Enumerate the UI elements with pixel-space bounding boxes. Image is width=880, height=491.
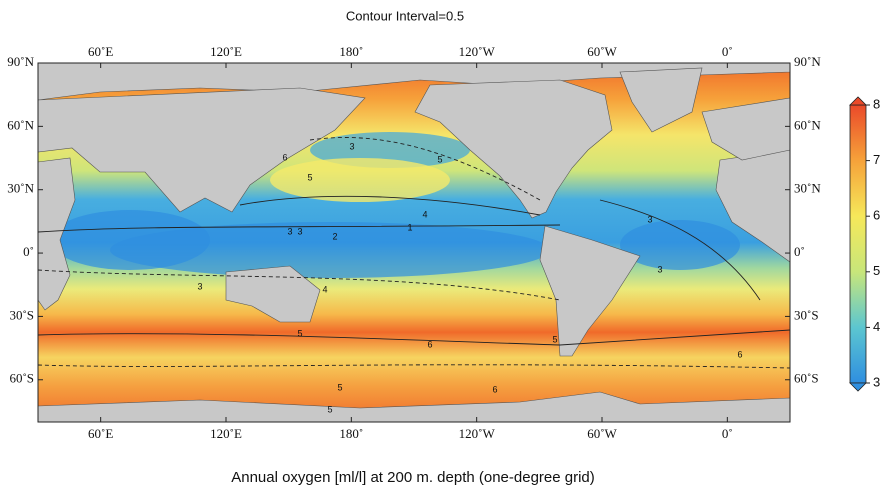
contour-label: 1 xyxy=(407,222,412,232)
lat-label: 30˚S xyxy=(9,307,34,322)
contour-line xyxy=(37,224,561,233)
contour-label: 6 xyxy=(427,339,432,349)
contour-line xyxy=(37,329,791,346)
colorbar-tick-label: 7 xyxy=(873,152,880,167)
lat-label: 30˚N xyxy=(7,181,34,196)
lat-label: 90˚N xyxy=(794,54,821,69)
map-frame xyxy=(37,62,791,423)
lon-label: 60˚E xyxy=(88,426,113,441)
colorbar-tick-label: 3 xyxy=(873,374,880,389)
land xyxy=(225,265,321,323)
contour-line xyxy=(37,364,791,369)
low-oxygen-zone xyxy=(50,210,210,270)
lon-label: 120˚E xyxy=(210,44,242,59)
lat-label: 60˚S xyxy=(794,371,819,386)
colorbar-tick-label: 4 xyxy=(873,319,880,334)
land xyxy=(701,97,791,161)
contour-label: 5 xyxy=(327,404,332,414)
title: Contour Interval=0.5 xyxy=(346,8,464,23)
lat-label: 60˚N xyxy=(794,117,821,132)
contour-label: 4 xyxy=(422,209,427,219)
lon-label: 120˚W xyxy=(459,44,496,59)
lat-label: 60˚S xyxy=(9,371,34,386)
contour-label: 3 xyxy=(647,214,652,224)
land xyxy=(37,87,366,213)
lat-label: 0˚ xyxy=(794,244,805,259)
contour-label: 5 xyxy=(297,328,302,338)
contour-label: 6 xyxy=(492,384,497,394)
caption: Annual oxygen [ml/l] at 200 m. depth (on… xyxy=(231,469,595,486)
lat-label: 60˚N xyxy=(7,117,34,132)
contour-label: 3 xyxy=(287,226,292,236)
land xyxy=(619,67,703,133)
contour-line xyxy=(309,137,541,201)
land xyxy=(37,157,76,311)
lon-label: 120˚W xyxy=(459,426,496,441)
colorbar-tick-label: 8 xyxy=(873,96,880,111)
low-oxygen-zone xyxy=(110,222,550,278)
lon-label: 0˚ xyxy=(722,44,733,59)
lat-label: 0˚ xyxy=(23,244,34,259)
lon-label: 180˚ xyxy=(339,44,363,59)
contour-label: 2 xyxy=(332,231,337,241)
contour-label: 6 xyxy=(282,152,287,162)
contour-label: 5 xyxy=(437,154,442,164)
contour-label: 6 xyxy=(737,349,742,359)
contour-label: 5 xyxy=(307,172,312,182)
contour-label: 4 xyxy=(322,284,327,294)
contour-label: 5 xyxy=(552,334,557,344)
lon-label: 0˚ xyxy=(722,426,733,441)
map xyxy=(37,62,791,423)
contour-label: 5 xyxy=(337,382,342,392)
oxygen-high xyxy=(270,158,450,202)
land xyxy=(539,225,641,357)
colorbar-tick-label: 5 xyxy=(873,263,880,278)
contour-line xyxy=(37,269,561,301)
lon-label: 60˚W xyxy=(587,44,617,59)
colorbar-tick-label: 6 xyxy=(873,208,880,223)
contour-label: 3 xyxy=(349,141,354,151)
land xyxy=(414,79,613,219)
low-oxygen-zone xyxy=(620,220,740,270)
lat-label: 30˚S xyxy=(794,307,819,322)
lat-label: 30˚N xyxy=(794,181,821,196)
contour-line xyxy=(239,195,541,216)
colorbar-extend xyxy=(849,96,867,106)
contour-line xyxy=(599,199,761,301)
lon-label: 180˚ xyxy=(339,426,363,441)
contour-label: 3 xyxy=(657,264,662,274)
colorbar xyxy=(849,104,867,384)
lon-label: 60˚W xyxy=(587,426,617,441)
lon-label: 60˚E xyxy=(88,44,113,59)
contour-label: 3 xyxy=(197,281,202,291)
contour-label: 3 xyxy=(297,226,302,236)
colorbar-extend xyxy=(849,382,867,392)
lon-label: 120˚E xyxy=(210,426,242,441)
lat-label: 90˚N xyxy=(7,54,34,69)
